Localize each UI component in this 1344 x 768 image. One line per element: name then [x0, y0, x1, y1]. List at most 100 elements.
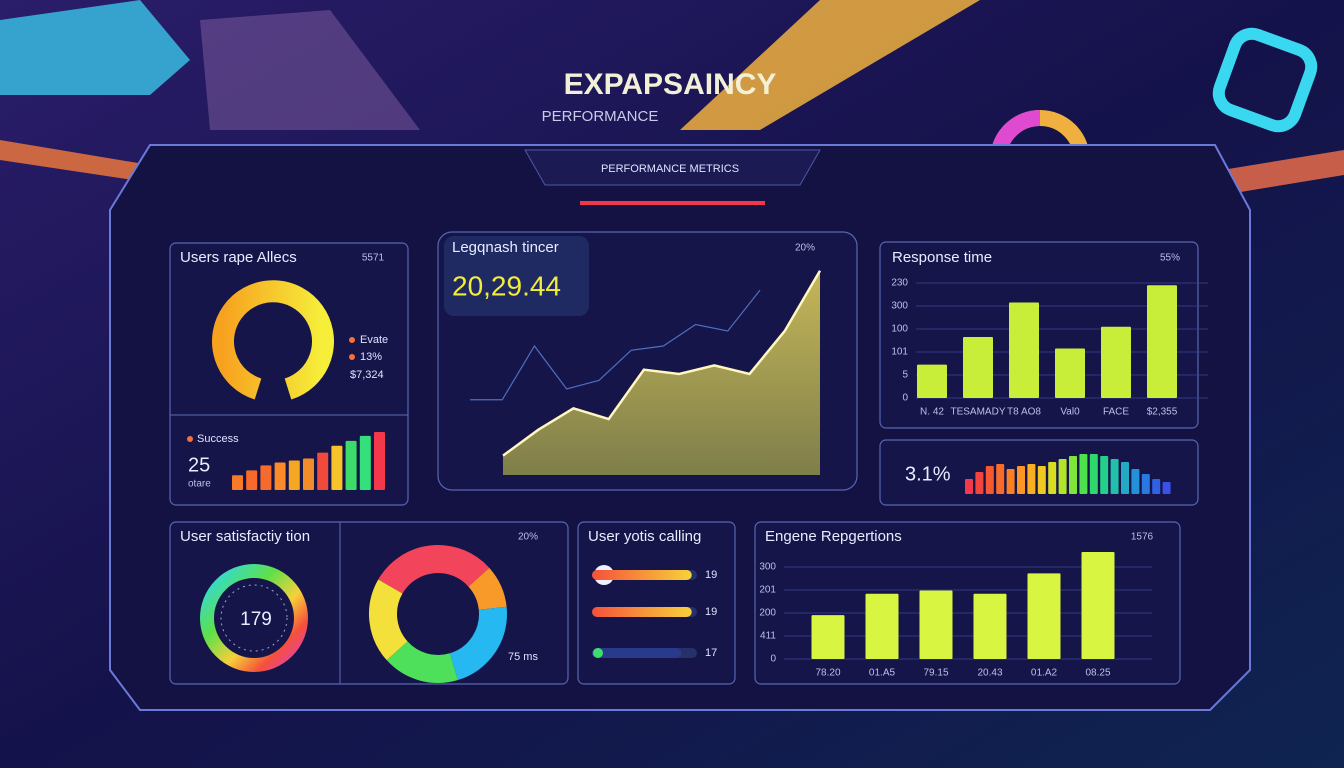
- bar: [317, 452, 329, 490]
- x-tick-label: 01.A5: [869, 668, 896, 679]
- x-tick-label: 01.A2: [1031, 668, 1058, 679]
- bar: [1147, 285, 1177, 398]
- panel: [577, 521, 736, 685]
- y-axis-label: 201: [759, 585, 776, 596]
- bar: [811, 615, 845, 659]
- gauge-ring: [200, 564, 308, 672]
- bar: [345, 440, 357, 490]
- y-axis-label: 411: [760, 631, 776, 642]
- bar: [1100, 456, 1109, 494]
- bar: [1027, 464, 1036, 494]
- success-value: 25: [188, 454, 210, 476]
- bar: [1081, 552, 1115, 659]
- x-tick-label: 08.25: [1085, 668, 1110, 679]
- bar: [1162, 482, 1171, 494]
- donut-slice: [449, 606, 507, 681]
- panel-title: Response time: [892, 249, 992, 266]
- panel-title: Users rape Allecs: [180, 249, 297, 266]
- hbar: [592, 648, 682, 658]
- legend-label: Evate: [360, 334, 388, 346]
- hbar: [592, 570, 692, 580]
- x-tick-label: 20.43: [977, 668, 1002, 679]
- legend-dot: [187, 436, 193, 442]
- donut-slice: [468, 567, 507, 611]
- bar: [1055, 348, 1085, 398]
- tab-underline: [580, 201, 765, 205]
- bar: [985, 466, 994, 494]
- bar: [1110, 459, 1119, 494]
- badge: 5571: [362, 253, 385, 264]
- x-tick-label: 78.20: [815, 668, 840, 679]
- tab: [524, 149, 821, 186]
- donut-slice: [369, 579, 408, 661]
- bar: [1048, 462, 1057, 494]
- bar-value: 17: [705, 647, 717, 659]
- y-axis-label: 300: [891, 301, 908, 312]
- bar: [1152, 479, 1161, 494]
- gauge-value: 179: [240, 609, 272, 630]
- y-axis-label: 101: [891, 347, 908, 358]
- y-axis-label: 230: [891, 278, 908, 289]
- bar-value: 19: [705, 606, 717, 618]
- bar-value: 19: [705, 569, 717, 581]
- bar: [917, 364, 947, 398]
- y-axis-label: 200: [759, 608, 776, 619]
- bar: [1037, 466, 1046, 494]
- bar: [274, 462, 286, 490]
- decor-blob: [0, 0, 190, 95]
- x-tick-label: 79.15: [923, 668, 948, 679]
- panel-title: Engene Repgertions: [765, 528, 902, 545]
- legend-label: 13%: [360, 351, 382, 363]
- gauge-ticks: [220, 584, 288, 652]
- panel-title: User yotis calling: [588, 528, 701, 545]
- y-axis-label: 100: [891, 324, 908, 335]
- bar: [374, 431, 385, 490]
- panel-title: Legqnash tincer: [452, 239, 559, 256]
- x-tick-label: N. 42: [920, 407, 944, 418]
- headline-value: 20,29.44: [452, 270, 561, 301]
- line: [470, 289, 761, 401]
- badge: 20%: [518, 532, 538, 543]
- bar: [965, 479, 973, 494]
- bar: [996, 464, 1005, 494]
- bar: [1069, 456, 1077, 494]
- bar: [232, 475, 243, 490]
- bar: [975, 472, 984, 494]
- y-axis-label: 300: [759, 562, 776, 573]
- decor-shape: [200, 10, 420, 130]
- bar: [1079, 454, 1088, 494]
- donut-caption: 75 ms: [508, 651, 538, 663]
- success-label: Success: [197, 433, 239, 445]
- bar: [1141, 474, 1150, 494]
- bar: [1058, 459, 1067, 494]
- donut-slice: [386, 640, 458, 683]
- bar: [288, 460, 300, 490]
- bar: [260, 465, 272, 490]
- decor-square: [1212, 27, 1318, 133]
- bar: [1006, 469, 1015, 494]
- bar: [303, 458, 314, 490]
- bar: [865, 593, 899, 659]
- x-tick-label: $2,355: [1147, 407, 1178, 418]
- badge: 20%: [795, 243, 815, 254]
- app-title: EXPAPSAINCY: [564, 68, 777, 101]
- y-axis-label: 0: [770, 654, 776, 665]
- app-subtitle: PERFORMANCE: [542, 108, 659, 125]
- legend-label: $7,324: [350, 369, 384, 381]
- hbar: [592, 607, 692, 617]
- bar: [1009, 302, 1039, 398]
- bar: [1121, 462, 1129, 494]
- y-axis-label: 0: [902, 393, 908, 404]
- decor-stripe: [680, 0, 980, 130]
- bar: [331, 445, 343, 490]
- value-card: [444, 236, 589, 316]
- bar: [1131, 469, 1140, 494]
- bar: [246, 470, 258, 490]
- tab-label: PERFORMANCE METRICS: [601, 163, 739, 175]
- x-tick-label: TESAMADY: [950, 407, 1005, 418]
- bar: [973, 593, 1007, 659]
- panel: [754, 521, 1181, 685]
- legend-dot: [349, 354, 355, 360]
- x-tick-label: T8 AO8: [1007, 407, 1041, 418]
